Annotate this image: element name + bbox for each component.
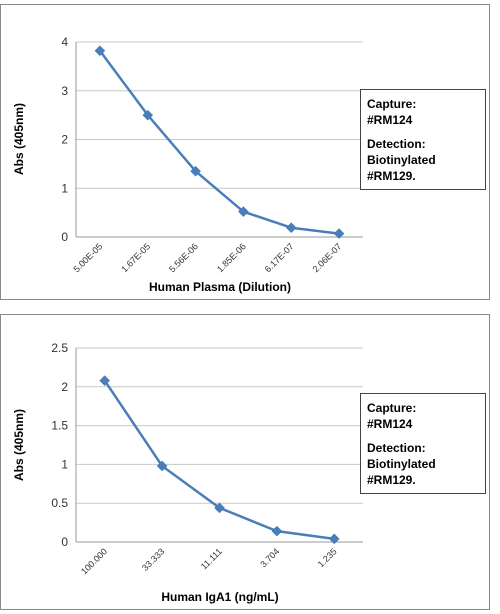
y-tick-label: 1.5 [51, 419, 68, 433]
data-point-marker [142, 109, 154, 121]
data-point-marker [271, 525, 283, 537]
data-point-marker [156, 460, 168, 472]
capture-detection-note: Capture: #RM124 Detection: Biotinylated … [360, 89, 486, 190]
note-detection-label: Detection: [367, 441, 426, 455]
x-tick-label: 33.333 [140, 546, 167, 573]
capture-detection-note: Capture: #RM124 Detection: Biotinylated … [360, 393, 486, 494]
y-tick-label: 2.5 [51, 341, 68, 355]
iga1-standard-chart: 0 0.5 1 1.5 2 2.5 100.000 33.333 11.111 3.704 1.23… [12, 341, 363, 604]
x-tick-label: 6.17E-07 [263, 241, 296, 274]
data-point-marker [238, 206, 249, 218]
note-detection-label: Detection: [367, 137, 426, 151]
note-detection-value: Biotinylated #RM129. [367, 153, 436, 183]
note-capture-label: Capture: [367, 401, 417, 415]
x-tick-label: 1.235 [316, 546, 339, 569]
data-point-marker [99, 375, 111, 386]
y-tick-label: 0.5 [51, 496, 68, 510]
y-tick-label: 1 [61, 457, 68, 471]
y-axis-title: Abs (405nm) [12, 409, 26, 481]
series-line [98, 50, 340, 235]
data-point-marker [94, 45, 106, 57]
data-point-marker [328, 533, 340, 545]
x-tick-label: 100.000 [79, 546, 109, 576]
x-axis-title: Human Plasma (Dilution) [149, 280, 291, 294]
y-axis-title: Abs (405nm) [12, 103, 26, 175]
x-tick-label: 11.111 [199, 546, 224, 571]
chart-panel-plasma: 0 1 2 3 4 5.00E-05 1.67E-05 5.56E-06 1.85E-06 6.1… [0, 4, 490, 300]
y-tick-label: 3 [61, 84, 68, 98]
data-point-marker [333, 228, 345, 239]
data-point-marker [285, 222, 297, 234]
plasma-dilution-chart: 0 1 2 3 4 5.00E-05 1.67E-05 5.56E-06 1.85E-06 6.1… [12, 35, 363, 294]
x-tick-label: 3.704 [258, 546, 281, 569]
data-point-marker [214, 502, 225, 514]
y-tick-label: 2 [61, 380, 68, 394]
x-tick-label: 1.67E-05 [119, 241, 152, 274]
y-tick-label: 0 [61, 535, 68, 549]
note-detection-value: Biotinylated #RM129. [367, 457, 436, 487]
series-line [103, 379, 335, 541]
x-tick-label: 2.06E-07 [311, 241, 344, 274]
y-tick-label: 4 [61, 35, 68, 49]
note-capture-label: Capture: [367, 97, 417, 111]
y-tick-label: 0 [61, 230, 68, 244]
chart-panel-iga1: 0 0.5 1 1.5 2 2.5 100.000 33.333 11.111 3.704 1.23… [0, 314, 490, 610]
x-tick-label: 1.85E-06 [215, 241, 248, 274]
note-capture-value: #RM124 [367, 417, 413, 431]
data-point-marker [190, 165, 201, 177]
note-capture-value: #RM124 [367, 113, 413, 127]
x-axis-title: Human IgA1 (ng/mL) [161, 590, 278, 604]
x-tick-label: 5.00E-05 [71, 241, 104, 274]
x-tick-label: 5.56E-06 [167, 241, 200, 274]
y-tick-label: 1 [61, 181, 68, 195]
y-tick-label: 2 [61, 133, 68, 147]
